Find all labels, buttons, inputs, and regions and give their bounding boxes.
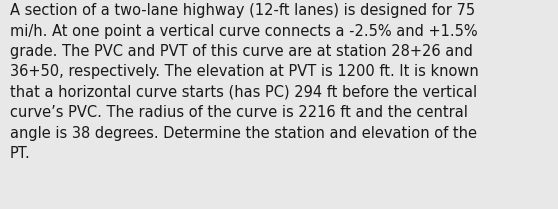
Text: A section of a two-lane highway (12-ft lanes) is designed for 75
mi/h. At one po: A section of a two-lane highway (12-ft l…: [10, 3, 479, 161]
